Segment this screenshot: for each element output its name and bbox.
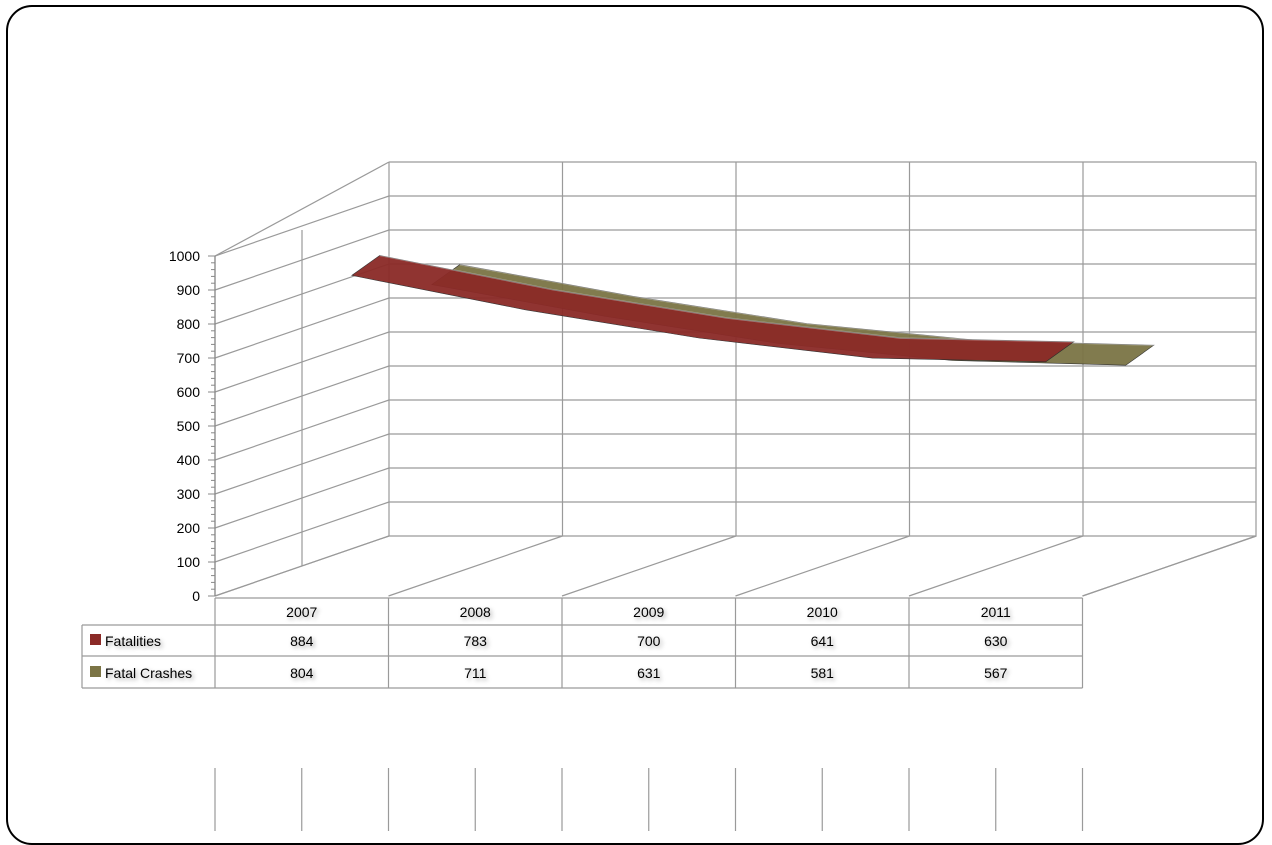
gridline-floor-right [1082, 535, 1257, 597]
data-cell: 630 [984, 633, 1008, 649]
gridline-floor [908, 535, 1084, 597]
data-cell: 804 [290, 665, 314, 681]
data-cell: 581 [811, 665, 835, 681]
data-cell: 711 [464, 665, 487, 681]
data-cell: 567 [984, 665, 1008, 681]
y-tick-label: 100 [177, 554, 201, 570]
y-tick-label: 200 [177, 520, 201, 536]
gridline-side-wall-top [214, 161, 390, 257]
data-table: 2007 2008 2009 2010 2011 Fatalities 884 783 700 6… [81, 597, 1084, 831]
gridline-side-wall [214, 195, 390, 257]
table-header-cell: 2011 [981, 604, 1011, 620]
data-cell: 884 [290, 633, 314, 649]
table-header-cell: 2009 [633, 604, 664, 620]
y-axis: 0 100 200 300 400 500 600 700 800 900 1000 [169, 248, 216, 604]
series-ribbon-highlight [379, 254, 1074, 343]
table-header-cell: 2008 [460, 604, 491, 620]
data-cell: 700 [637, 633, 661, 649]
gridline-floor [735, 535, 910, 597]
y-tick-label: 600 [177, 384, 201, 400]
gridlines [214, 161, 1257, 597]
y-tick-label: 400 [177, 452, 201, 468]
table-header-cell: 2007 [286, 604, 317, 620]
y-tick-label: 800 [177, 316, 201, 332]
series-label: Fatalities [105, 633, 161, 649]
y-tick-label: 500 [177, 418, 201, 434]
slide-frame [6, 5, 1264, 845]
legend-swatch [90, 666, 101, 677]
gridline-floor [561, 535, 737, 597]
data-cell: 641 [811, 633, 835, 649]
data-cell: 783 [464, 633, 488, 649]
series-label: Fatal Crashes [105, 665, 192, 681]
y-tick-label: 300 [177, 486, 201, 502]
y-tick-label: 0 [192, 588, 200, 604]
legend-swatch [90, 634, 101, 645]
y-tick-label: 700 [177, 350, 201, 366]
data-cell: 631 [637, 665, 661, 681]
gridline-floor [388, 535, 563, 597]
series-ribbon-fatalities [351, 255, 1075, 363]
series-ribbons [351, 254, 1155, 366]
gridline-floor [214, 535, 390, 597]
table-header-cell: 2010 [807, 604, 838, 620]
y-tick-label: 900 [177, 282, 201, 298]
y-tick-label: 1000 [169, 248, 200, 264]
